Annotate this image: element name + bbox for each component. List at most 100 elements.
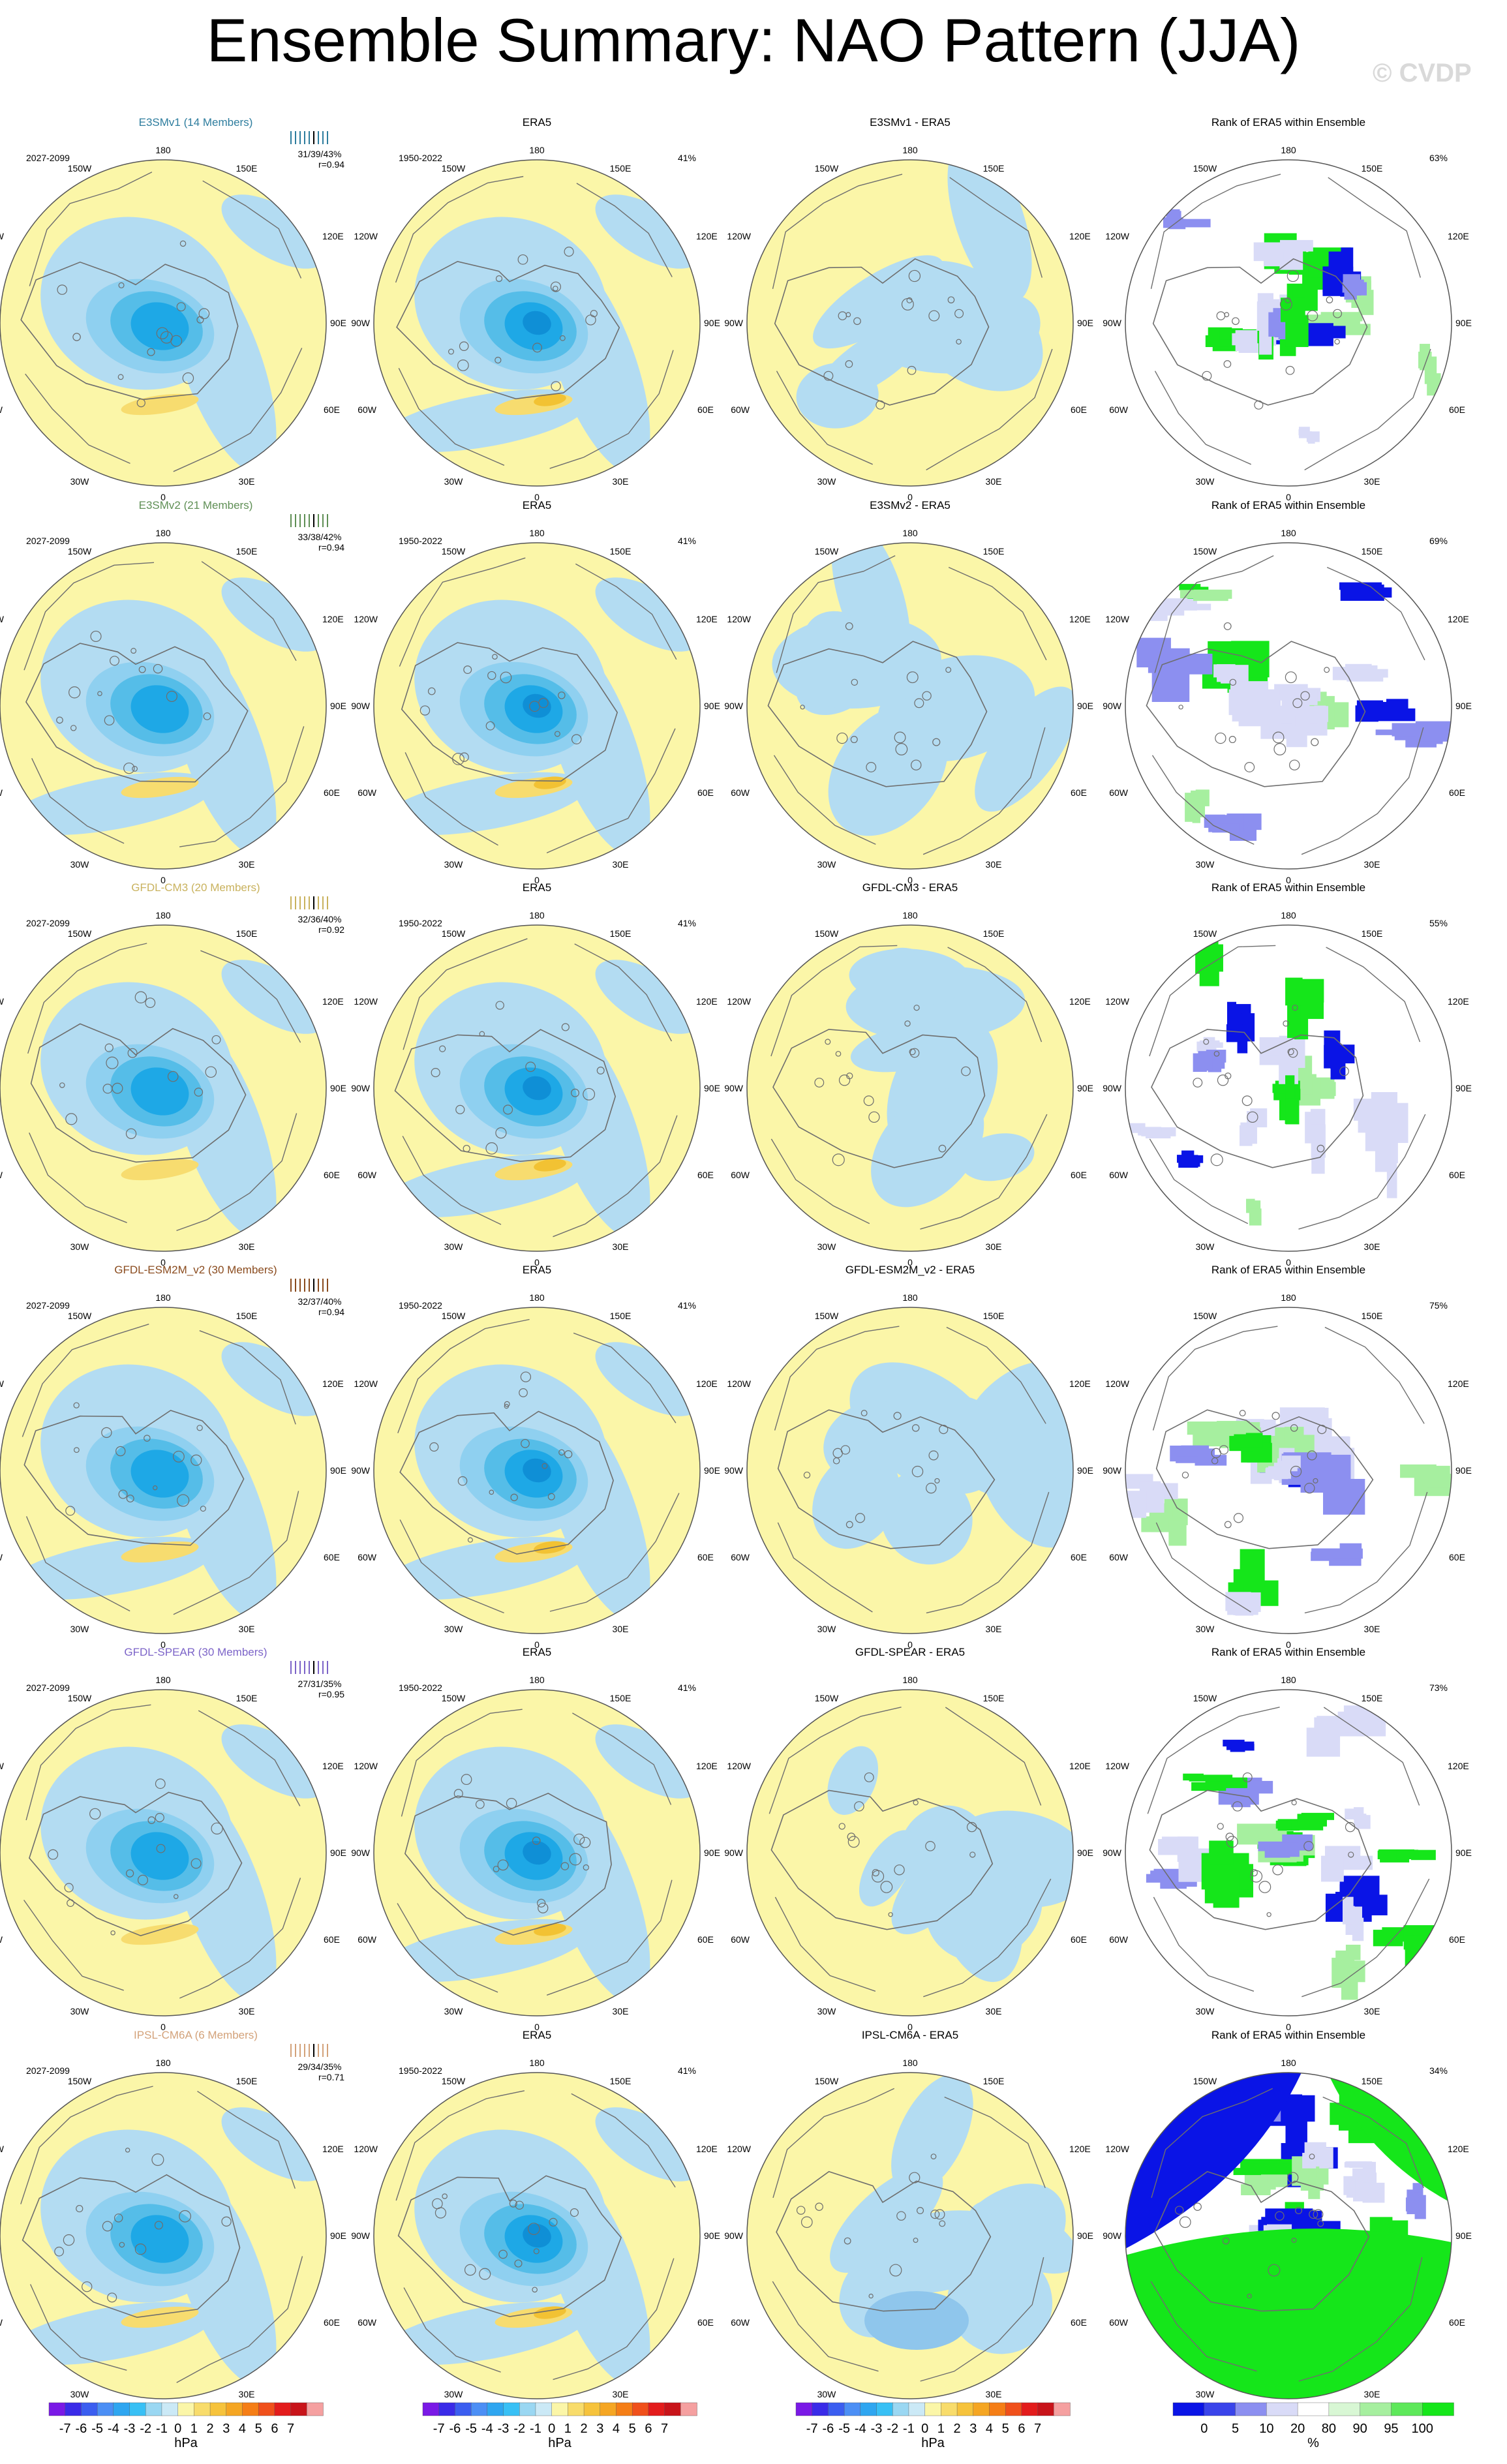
coastline-island [520,1371,532,1382]
lon-label: 30W [444,1624,464,1634]
coastline-island [880,1881,893,1893]
coastline-island [1303,1841,1314,1851]
coastline-island [1313,1478,1318,1483]
ensemble-tick [304,896,305,909]
coastline-island [1313,2209,1324,2220]
coastline-continent [546,1879,673,1996]
lon-label: 120W [727,1378,751,1389]
rank-patch [1285,1075,1295,1101]
lon-label: 180 [155,2058,171,2068]
colorbar-tick-label: -2 [513,2422,525,2436]
model-stats: 32/36/40% [298,914,342,924]
rank-patch [1279,1093,1287,1121]
coastline-island [832,1457,840,1465]
rank-patch [1183,1773,1204,1781]
lon-label: 0 [907,492,913,502]
rank-patch [1314,1717,1345,1733]
rank-patch [1380,1857,1410,1863]
lon-label: 150E [236,546,258,556]
coastline-continent [772,2281,879,2372]
rank-patch [1288,2095,1315,2122]
coastline-continent [1155,1522,1251,1613]
ensemble-tick [313,896,314,909]
lon-label: 90W [1103,701,1122,711]
rank-patch [1195,1455,1227,1466]
coastline-continent [549,1493,680,1612]
lon-label: 150E [983,1311,1005,1321]
coastline-island [966,1821,977,1833]
coastline-island [147,348,155,356]
rank-patch [1168,1520,1187,1546]
coastline-island [925,1841,936,1851]
colorbar-tick-label: 2 [206,2422,213,2436]
ensemble-tick [304,131,305,144]
colorbar-tick-label: -5 [465,2422,477,2436]
lon-label: 120E [1448,1761,1469,1771]
coastline-island [114,2213,123,2223]
map-border [0,924,327,1252]
diff-title: IPSL-CM6A - ERA5 [862,2029,958,2041]
coastline-continent [202,180,302,279]
map-border [746,159,1074,487]
map-border [1125,1307,1452,1634]
coastline-arctic [1152,258,1368,406]
rank-percent: 69% [1429,536,1448,546]
coastline-island [1179,2216,1191,2228]
rank-title: Rank of ERA5 within Ensemble [1211,499,1365,511]
colorbar-tick-label: 1 [564,2422,571,2436]
coastline-continent [176,1113,297,1232]
coastline-island [452,752,464,765]
colorbar-tick-label: -4 [855,2422,866,2436]
anomaly-positive [121,1159,199,1181]
lon-label: 60E [1071,404,1087,415]
lon-label: 60W [731,1552,750,1562]
coastline-arctic [770,1789,994,1930]
coastline-island [551,381,561,391]
colorbar-swatch [1204,2402,1236,2416]
coastline-continent [25,1516,130,1612]
rank-patch [1234,1434,1263,1448]
coastline-island [1271,1412,1280,1420]
lon-label: 180 [155,528,171,538]
ensemble-tick [327,514,328,527]
lon-label: 150E [610,546,632,556]
coastline-continent [1324,1326,1425,1424]
model-correlation: r=0.92 [318,924,344,935]
colorbar-tick-label: -4 [108,2422,119,2436]
lon-label: 0 [160,2022,166,2032]
coastline-island [796,2206,806,2215]
colorbar-tick-label: -7 [806,2422,818,2436]
lon-label: 90E [1077,1083,1093,1093]
lon-label: 120W [0,2144,5,2154]
ensemble-tick [299,1279,301,1292]
anomaly-core [523,1076,551,1101]
coastline-continent [1328,177,1421,278]
coastline-island [498,2249,508,2259]
anomaly-positive [121,1923,199,1945]
lon-label: 180 [529,910,545,920]
coastline-island [947,296,955,304]
model-correlation: r=0.94 [318,1307,344,1317]
coastline-island [439,1045,446,1052]
map-border [373,1307,701,1634]
map-border [0,542,327,870]
lon-label: 30W [70,476,90,487]
colorbar-swatch [470,2402,488,2416]
lon-label: 90W [724,2230,744,2241]
anomaly-region [772,615,941,709]
anomaly-region [221,2107,326,2182]
lon-label: 90W [1103,1848,1122,1858]
lon-label: 120E [696,231,718,241]
rank-patch [1226,1744,1238,1750]
rank-patch [1268,312,1281,337]
lon-label: 60W [1109,404,1129,415]
coastline-island [495,275,503,282]
coastline-continent [1154,371,1251,465]
colorbar-tick-label: -6 [76,2422,87,2436]
lon-label: 120E [696,614,718,624]
rank-percent: 63% [1429,153,1448,163]
coastline-island [485,1142,498,1155]
coastline-arctic [401,642,618,782]
colorbar-tick-label: 20 [1290,2422,1305,2436]
coastline-island [906,671,919,684]
